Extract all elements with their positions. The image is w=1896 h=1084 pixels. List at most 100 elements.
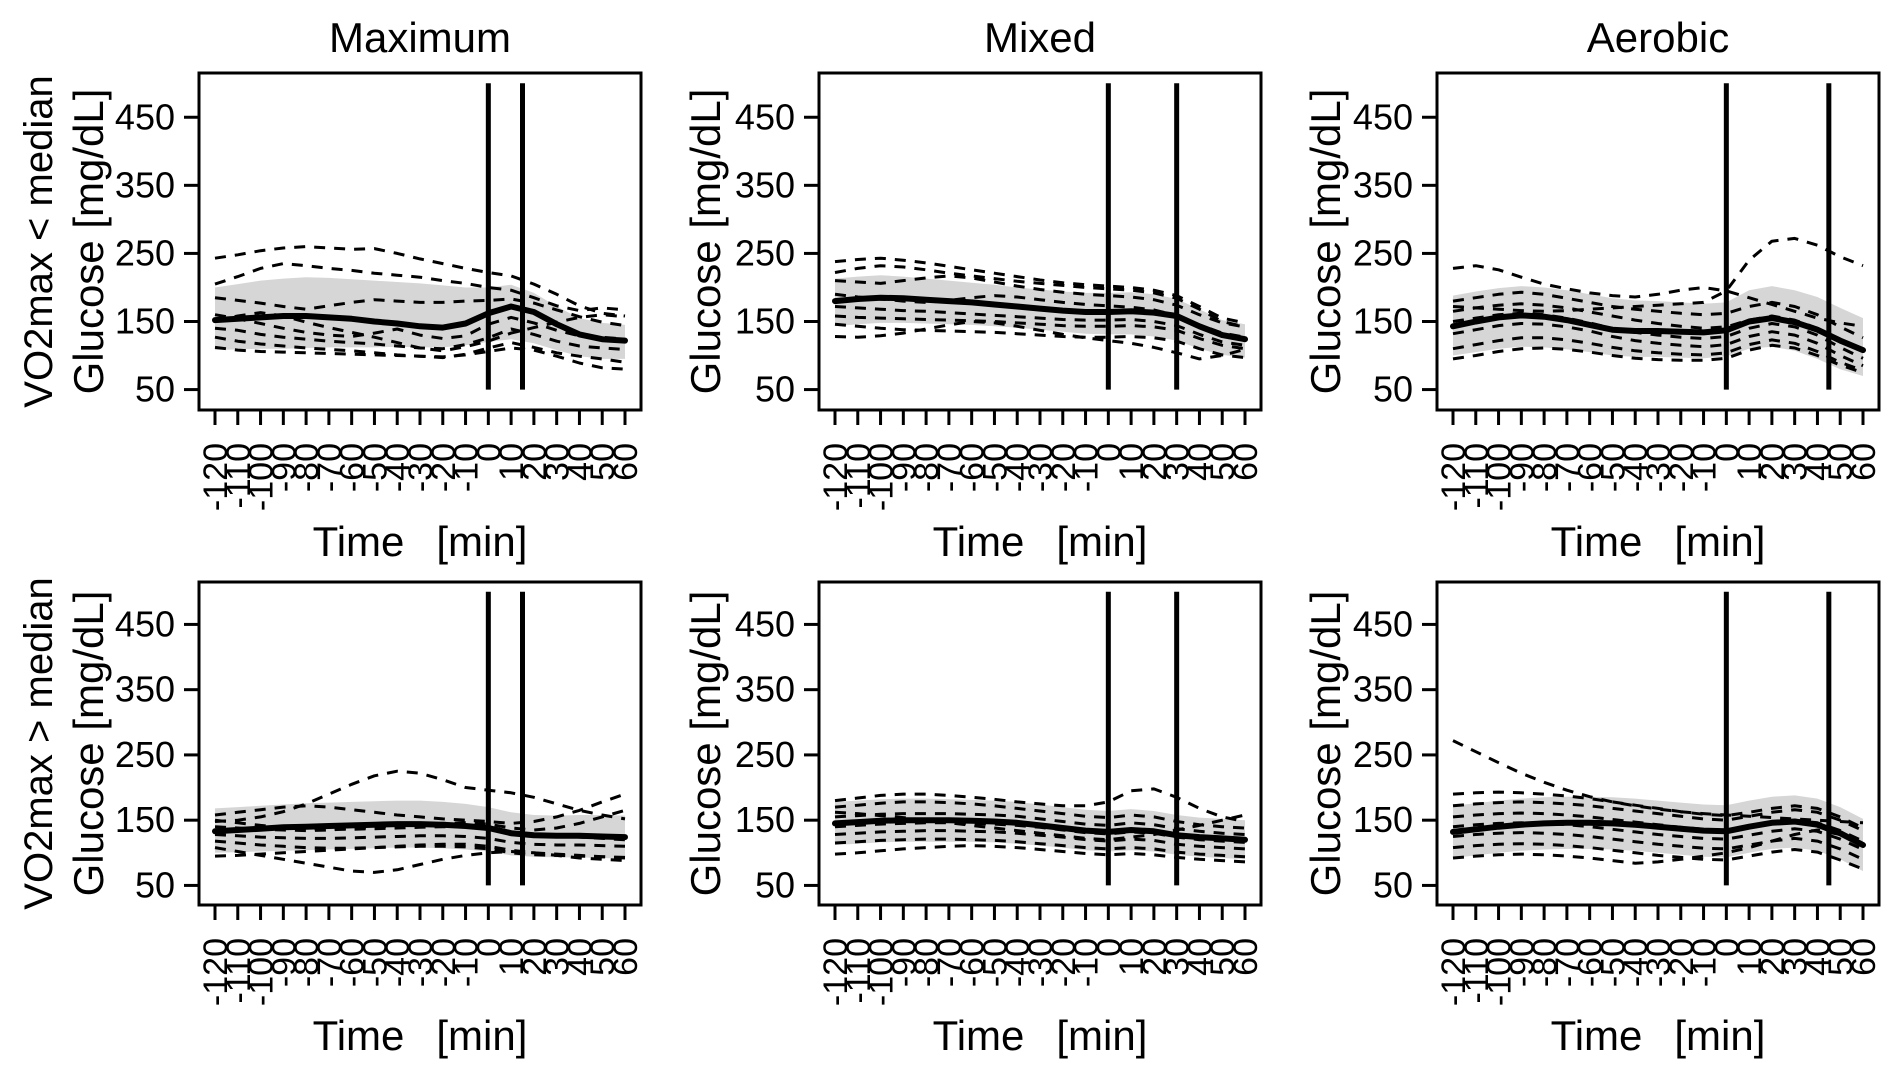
panel-mixed-row0: 50150250350450-120-110-100-90-80-70-60-5… <box>682 14 1265 565</box>
subject-trace-3 <box>214 296 626 328</box>
y-tick-label: 150 <box>1353 300 1413 341</box>
y-tick-label: 450 <box>735 96 795 137</box>
x-tick-label: -30 <box>1640 443 1678 492</box>
x-tick-label: -10 <box>1686 938 1724 987</box>
x-tick-label: 0 <box>1090 443 1128 462</box>
x-tick-label: -50 <box>1594 938 1632 987</box>
x-tick-label: 0 <box>470 443 508 462</box>
x-tick-label: 20 <box>1136 443 1174 481</box>
x-tick-label: 60 <box>1227 443 1265 481</box>
y-tick-label: 450 <box>1353 603 1413 644</box>
x-tick-label: -90 <box>265 938 303 987</box>
x-tick-label: 20 <box>516 443 554 481</box>
y-axis-label: Glucose [mg/dL] <box>682 591 729 897</box>
y-axis-label: Glucose [mg/dL] <box>65 89 112 395</box>
x-tick-label: 0 <box>1708 443 1746 462</box>
y-tick-label: 250 <box>735 232 795 273</box>
x-tick-label: -100 <box>1481 938 1519 1006</box>
subject-trace-7 <box>214 345 626 371</box>
y-tick-label: 250 <box>1353 734 1413 775</box>
x-tick-label: -20 <box>1663 938 1701 987</box>
panel-title: Aerobic <box>1587 14 1729 61</box>
x-tick-label: -50 <box>976 938 1014 987</box>
x-tick-label: 0 <box>1090 938 1128 957</box>
x-tick-label: -20 <box>425 938 463 987</box>
y-tick-label: 350 <box>735 669 795 710</box>
x-tick-label: -90 <box>1503 938 1541 987</box>
x-tick-label: -30 <box>402 938 440 987</box>
x-tick-label: -50 <box>356 443 394 492</box>
mean-line <box>1450 818 1866 848</box>
x-tick-label: -20 <box>425 443 463 492</box>
x-tick-label: 60 <box>607 938 645 976</box>
x-tick-label: -110 <box>840 443 878 509</box>
x-tick-label: 50 <box>1204 938 1242 976</box>
x-tick-label: 60 <box>607 443 645 481</box>
y-axis-label: Glucose [mg/dL] <box>1302 89 1349 395</box>
x-tick-label: -50 <box>976 443 1014 492</box>
subject-trace-1 <box>1452 236 1864 313</box>
confidence-band <box>835 275 1245 358</box>
y-tick-label: 50 <box>755 369 795 410</box>
x-tick-label: 10 <box>1731 938 1769 976</box>
x-tick-label: -120 <box>1435 938 1473 1006</box>
subject-trace-2 <box>1452 264 1864 328</box>
x-tick-label: 30 <box>1777 938 1815 976</box>
y-tick-label: 350 <box>735 164 795 205</box>
y-tick-label: 450 <box>1353 96 1413 137</box>
x-tick-label: 20 <box>516 938 554 976</box>
y-tick-label: 350 <box>1353 164 1413 205</box>
y-axis-label: Glucose [mg/dL] <box>65 591 112 897</box>
x-tick-label: -20 <box>1663 443 1701 492</box>
x-tick-label: -70 <box>1549 443 1587 492</box>
y-tick-label: 250 <box>735 734 795 775</box>
x-tick-label: 40 <box>1181 938 1219 976</box>
mean-line <box>212 303 628 344</box>
x-tick-label: -70 <box>931 938 969 987</box>
x-tick-label: 10 <box>1731 443 1769 481</box>
panel-aerobic-row1: 50150250350450-120-110-100-90-80-70-60-5… <box>1302 580 1883 1059</box>
x-tick-label: -10 <box>448 938 486 987</box>
x-tick-label: -40 <box>379 443 417 492</box>
x-tick-label: -50 <box>1594 443 1632 492</box>
x-tick-label: 40 <box>561 938 599 976</box>
y-tick-label: 50 <box>135 864 175 905</box>
x-tick-label: 10 <box>493 443 531 481</box>
x-tick-label: -110 <box>1458 938 1496 1004</box>
subject-trace-1 <box>214 769 626 823</box>
y-tick-label: 150 <box>735 799 795 840</box>
subject-trace-7 <box>1452 336 1864 372</box>
subject-trace-8 <box>1452 343 1864 375</box>
x-axis-label: Time [min] <box>1551 1012 1766 1059</box>
x-tick-label: -60 <box>1572 443 1610 492</box>
x-tick-label: -110 <box>1458 443 1496 509</box>
x-tick-label: -50 <box>356 938 394 987</box>
x-tick-label: -110 <box>220 443 258 509</box>
x-tick-label: -100 <box>243 443 281 511</box>
x-tick-label: 0 <box>1708 938 1746 957</box>
x-tick-label: -40 <box>999 938 1037 987</box>
x-tick-label: -80 <box>1526 443 1564 492</box>
subject-trace-3 <box>1452 290 1864 340</box>
x-tick-label: 50 <box>1822 938 1860 976</box>
subject-trace-4 <box>214 833 626 848</box>
x-tick-label: -30 <box>1022 938 1060 987</box>
x-tick-label: 10 <box>1113 443 1151 481</box>
panel-title: Maximum <box>329 14 511 61</box>
x-tick-label: -90 <box>885 443 923 492</box>
y-tick-label: 250 <box>115 734 175 775</box>
row-label: VO2max < median <box>17 75 61 407</box>
x-tick-label: -60 <box>1572 938 1610 987</box>
panel-maximum-row0: 50150250350450-120-110-100-90-80-70-60-5… <box>17 14 645 565</box>
x-tick-label: -20 <box>1045 443 1083 492</box>
mean-line <box>1450 312 1866 354</box>
x-tick-label: -40 <box>1617 443 1655 492</box>
x-tick-label: -100 <box>863 938 901 1006</box>
y-tick-label: 150 <box>115 799 175 840</box>
subject-trace-8 <box>214 842 626 860</box>
y-tick-label: 50 <box>135 369 175 410</box>
y-tick-label: 50 <box>1373 369 1413 410</box>
x-tick-label: 10 <box>1113 938 1151 976</box>
x-tick-label: 50 <box>1822 443 1860 481</box>
